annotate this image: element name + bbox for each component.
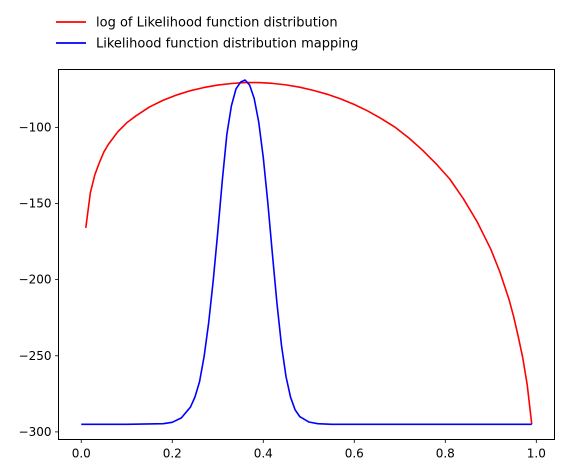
- x-tick-label: 0.8: [436, 447, 455, 461]
- x-tick-label: 0.6: [345, 447, 364, 461]
- legend-label-log-likelihood: log of Likelihood function distribution: [96, 16, 338, 31]
- legend-label-likelihood-mapping: Likelihood function distribution mapping: [96, 37, 358, 52]
- series-line-log-likelihood: [85, 81, 533, 425]
- y-tick-label: −100: [19, 120, 52, 134]
- x-axis: 0.0 0.2 0.4 0.6 0.8 1.0: [72, 439, 546, 461]
- legend: log of Likelihood function distribution …: [56, 16, 358, 52]
- y-axis: −300 −250 −200 −150 −100: [19, 120, 59, 439]
- y-tick-label: −150: [19, 196, 52, 210]
- plot-area: [58, 69, 555, 440]
- x-tick-label: 0.0: [72, 447, 91, 461]
- series-layer: [81, 79, 533, 426]
- x-tick-label: 0.4: [254, 447, 273, 461]
- x-tick-label: 1.0: [527, 447, 546, 461]
- series-line-likelihood-mapping: [81, 79, 532, 426]
- y-tick-label: −300: [19, 425, 52, 439]
- x-tick-label: 0.2: [163, 447, 182, 461]
- y-tick-label: −200: [19, 273, 52, 287]
- y-tick-label: −250: [19, 349, 52, 363]
- plot-frame: [58, 69, 555, 440]
